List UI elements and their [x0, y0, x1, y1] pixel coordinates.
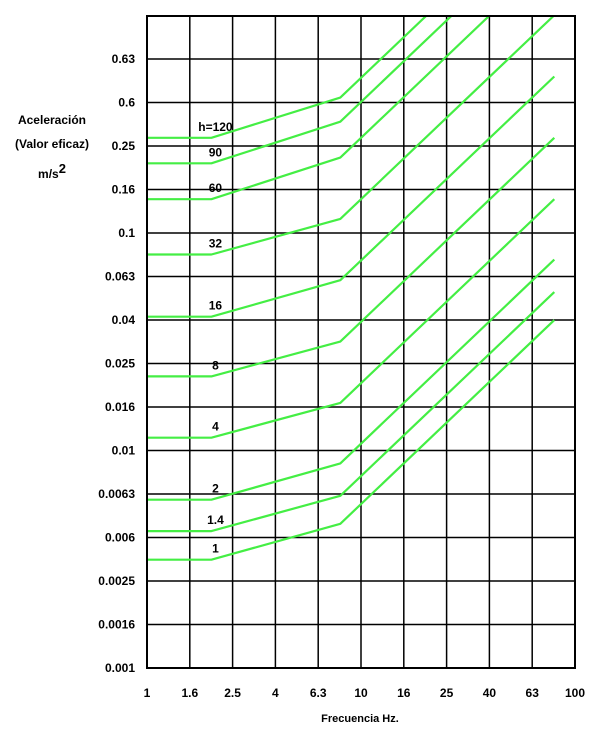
x-axis-label: Frecuencia Hz. — [321, 713, 399, 725]
curve-label: 2 — [212, 482, 219, 496]
series-line — [147, 198, 556, 439]
curve-label: 90 — [209, 145, 223, 159]
plot-frame — [146, 15, 576, 669]
curve-label: 60 — [209, 181, 223, 195]
curve-label: 4 — [212, 420, 219, 434]
gridlines — [146, 16, 576, 668]
x-tick-label: 1 — [144, 686, 151, 700]
series-line — [147, 16, 491, 201]
y-tick-label: 0.01 — [112, 444, 136, 458]
y-tick-label: 0.025 — [105, 357, 135, 371]
series-layer — [147, 16, 556, 561]
x-tick-label: 40 — [483, 686, 497, 700]
curve-label: 8 — [212, 358, 219, 372]
series-line — [147, 75, 556, 318]
x-tick-label: 16 — [397, 686, 411, 700]
curve-label: 16 — [209, 299, 223, 313]
series-line — [147, 319, 556, 561]
curve-label: 1.4 — [207, 513, 224, 527]
y-tick-label: 0.63 — [112, 52, 136, 66]
curve-label: 1 — [212, 542, 219, 556]
y-tick-label: 0.04 — [112, 313, 136, 327]
y-axis-unit-exponent: 2 — [58, 161, 66, 176]
y-tick-label: 0.6 — [118, 96, 135, 110]
series-line — [147, 16, 556, 256]
y-tick-label: 0.063 — [105, 270, 135, 284]
y-axis-unit: m/s2 — [6, 161, 98, 181]
series-line — [147, 137, 556, 378]
y-tick-label: 0.0063 — [98, 487, 135, 501]
y-tick-label: 0.0025 — [98, 574, 135, 588]
x-tick-label: 100 — [565, 686, 585, 700]
x-tick-label: 1.6 — [181, 686, 198, 700]
x-tick-label: 6.3 — [310, 686, 327, 700]
y-axis-label-line1: Aceleración — [17, 113, 87, 127]
x-ticks: 1 1.6 2.5 4 6.3 10 16 25 40 63 100 — [144, 686, 586, 700]
y-tick-label: 0.1 — [118, 226, 135, 240]
series-line — [147, 258, 556, 501]
x-tick-label: 25 — [440, 686, 454, 700]
x-tick-label: 4 — [272, 686, 279, 700]
y-tick-label: 0.006 — [105, 531, 135, 545]
y-tick-label: 0.001 — [105, 661, 135, 675]
y-tick-label: 0.16 — [112, 183, 136, 197]
x-tick-label: 10 — [354, 686, 368, 700]
series-line — [147, 16, 428, 139]
y-tick-label: 0.25 — [112, 139, 136, 153]
y-axis-unit-text: m/s — [38, 167, 59, 181]
y-tick-label: 0.0016 — [98, 618, 135, 632]
x-tick-label: 63 — [526, 686, 540, 700]
curve-label: h=120 — [198, 120, 233, 134]
y-axis-label-line2: (Valor eficaz) — [14, 137, 90, 151]
y-ticks: 0.001 0.0016 0.0025 0.006 0.0063 0.01 0.016 0.0… — [98, 52, 135, 675]
series-line — [147, 291, 556, 533]
x-tick-label: 2.5 — [224, 686, 241, 700]
curve-label: 32 — [209, 237, 223, 251]
curve-labels: h=120 90 60 32 16 8 4 2 1.4 1 — [198, 120, 233, 556]
y-tick-label: 0.016 — [105, 400, 135, 414]
series-line — [147, 16, 453, 165]
